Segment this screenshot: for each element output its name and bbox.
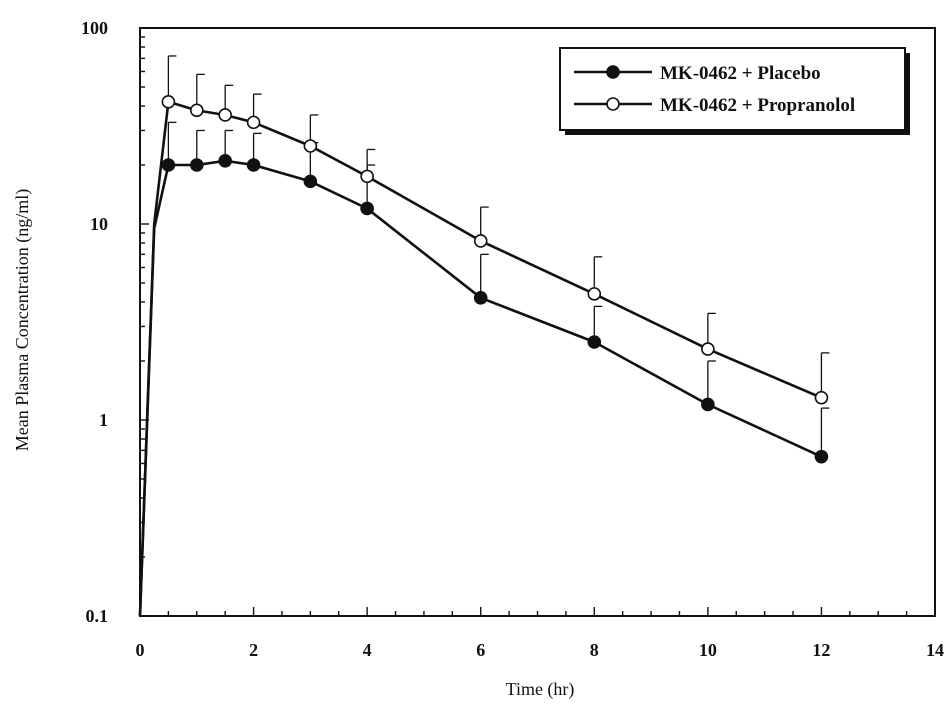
x-tick-label: 6: [476, 640, 485, 660]
data-point: [303, 174, 318, 189]
x-tick-label: 10: [699, 640, 717, 660]
data-point: [587, 335, 602, 349]
data-point: [701, 397, 715, 412]
x-tick-label: 8: [590, 640, 599, 660]
legend-box: [559, 47, 906, 131]
data-point: [360, 169, 374, 184]
x-tick-label: 4: [363, 640, 372, 660]
y-tick-label: 100: [81, 18, 108, 38]
data-point: [189, 158, 204, 172]
data-point: [303, 139, 318, 153]
x-tick-label: 14: [926, 640, 944, 660]
y-tick-label: 1: [99, 410, 108, 430]
series-line: [138, 100, 822, 617]
data-point: [587, 287, 602, 301]
data-point: [814, 390, 829, 405]
data-point: [246, 158, 261, 172]
x-axis-title: Time (hr): [506, 679, 575, 700]
legend-label: MK-0462 + Placebo: [660, 63, 821, 84]
y-axis-title: Mean Plasma Concentration (ng/ml): [12, 189, 33, 451]
data-point: [473, 291, 488, 305]
data-point: [218, 154, 232, 168]
legend-swatch-marker: [606, 97, 620, 111]
y-tick-label: 10: [90, 214, 108, 234]
series-layer: [138, 55, 830, 617]
legend: MK-0462 + Placebo MK-0462 + Propranolol: [559, 47, 910, 135]
data-point: [161, 95, 176, 109]
x-tick-label: 2: [249, 640, 258, 660]
y-tick-label: 0.1: [86, 606, 109, 626]
data-point: [360, 201, 374, 216]
x-tick-label: 0: [136, 640, 145, 660]
data-point: [814, 449, 829, 464]
series-1: [138, 121, 830, 617]
legend-label: MK-0462 + Propranolol: [660, 95, 855, 116]
data-point: [218, 108, 232, 122]
series-line: [138, 159, 822, 617]
x-tick-label: 12: [812, 640, 830, 660]
data-point: [189, 103, 204, 118]
series-2: [138, 55, 830, 617]
x-axis: 0 2 4 6 8 10 12 14: [136, 607, 944, 660]
data-point: [161, 158, 176, 172]
data-point: [473, 234, 488, 248]
legend-swatch-marker: [606, 65, 620, 79]
data-point: [246, 115, 261, 130]
data-point: [701, 342, 715, 356]
y-axis: 0.1 1 10 100: [81, 18, 149, 626]
